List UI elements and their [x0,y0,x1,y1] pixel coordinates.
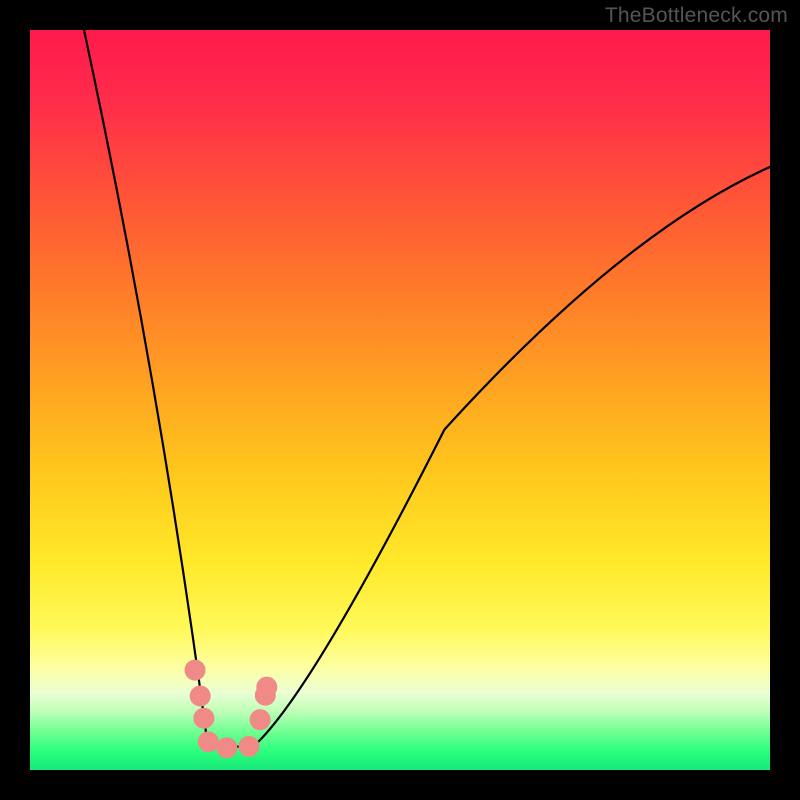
data-marker [239,736,259,756]
data-marker [217,738,237,758]
data-marker [194,708,214,728]
data-marker [250,710,270,730]
plot-area [30,30,770,770]
data-marker [185,660,205,680]
chart-frame: TheBottleneck.com [0,0,800,800]
gradient-background [30,30,770,770]
chart-svg [30,30,770,770]
data-marker [257,677,277,697]
watermark-text: TheBottleneck.com [605,4,788,28]
data-marker [198,732,218,752]
data-marker [190,686,210,706]
